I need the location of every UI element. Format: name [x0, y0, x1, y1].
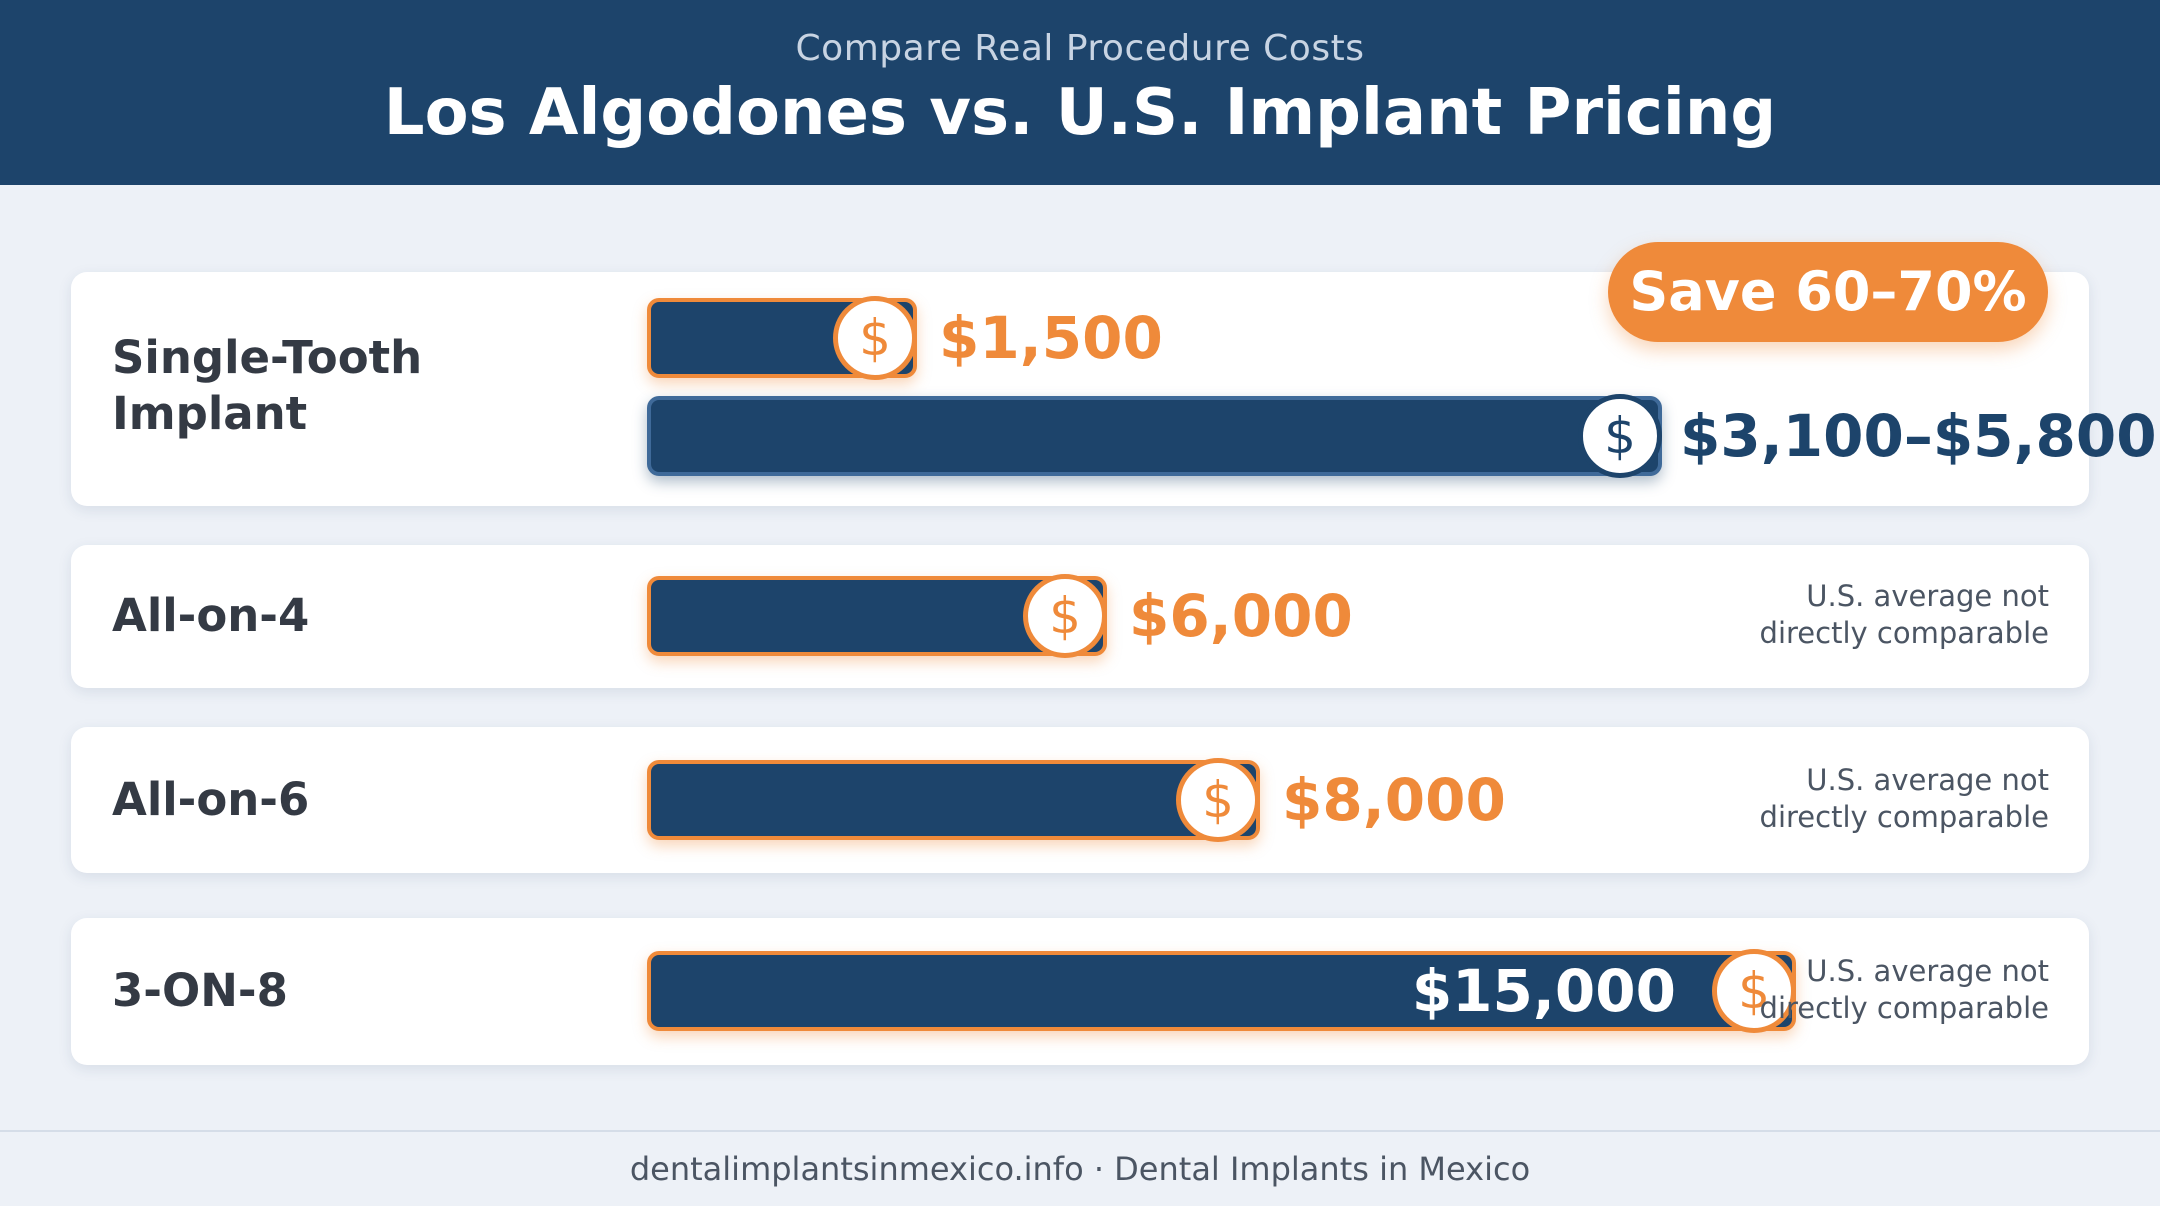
header: Compare Real Procedure Costs Los Algodon…	[0, 0, 2160, 185]
note-line1: U.S. average not	[1806, 954, 2049, 988]
row-card-all-on-6: All-on-6 $ $8,000 U.S. average not direc…	[71, 727, 2089, 873]
row-label-all-on-4: All-on-4	[112, 589, 310, 642]
bar-mexico-single-tooth: $	[647, 296, 917, 380]
note-line2: directly comparable	[1759, 991, 2049, 1025]
bar-mexico-all-on-6: $	[647, 758, 1260, 842]
bar-mexico-all-on-4: $	[647, 574, 1107, 658]
value-label-us-single-tooth: $3,100–$5,800	[1680, 402, 2157, 470]
bar-us-single-tooth: $	[647, 394, 1662, 478]
us-comparison-note: U.S. average not directly comparable	[1689, 953, 2049, 1027]
value-label-mexico-3-on-8: $15,000	[1411, 957, 1676, 1025]
us-comparison-note: U.S. average not directly comparable	[1689, 762, 2049, 836]
footer-source: dentalimplantsinmexico.info · Dental Imp…	[629, 1150, 1531, 1188]
row-label-single-tooth: Single-Tooth Implant	[112, 330, 422, 442]
dollar-coin-icon: $	[1023, 574, 1107, 658]
chart-title: Los Algodones vs. U.S. Implant Pricing	[383, 76, 1777, 150]
dollar-coin-icon: $	[1176, 758, 1260, 842]
dollar-coin-icon: $	[833, 296, 917, 380]
footer-divider	[0, 1130, 2160, 1132]
note-line2: directly comparable	[1759, 616, 2049, 650]
value-label-mexico-single-tooth: $1,500	[939, 304, 1163, 372]
note-line1: U.S. average not	[1806, 579, 2049, 613]
row-label-all-on-6: All-on-6	[112, 773, 310, 826]
note-line2: directly comparable	[1759, 800, 2049, 834]
row-label-line1: Single-Tooth	[112, 331, 423, 384]
row-label-3-on-8: 3-ON-8	[112, 964, 288, 1017]
savings-badge: Save 60–70%	[1608, 242, 2048, 342]
note-line1: U.S. average not	[1806, 763, 2049, 797]
dollar-coin-icon: $	[1578, 394, 1662, 478]
us-comparison-note: U.S. average not directly comparable	[1689, 578, 2049, 652]
value-label-mexico-all-on-6: $8,000	[1282, 766, 1506, 834]
value-label-mexico-all-on-4: $6,000	[1129, 582, 1353, 650]
chart-subtitle: Compare Real Procedure Costs	[795, 28, 1365, 69]
row-label-line2: Implant	[112, 387, 308, 440]
dollar-coin-icon: $	[1712, 949, 1796, 1033]
bar-mexico-3-on-8: $	[647, 949, 1796, 1033]
row-card-3-on-8: 3-ON-8 $ $15,000 U.S. average not direct…	[71, 918, 2089, 1065]
row-card-all-on-4: All-on-4 $ $6,000 U.S. average not direc…	[71, 545, 2089, 688]
